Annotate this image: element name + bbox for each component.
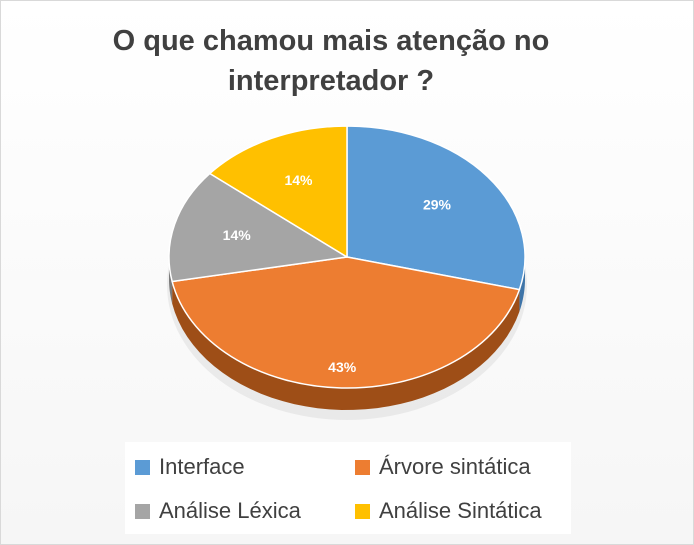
data-label-analise-sintatica: 14% — [284, 172, 313, 188]
legend-label-analise-lexica: Análise Léxica — [159, 498, 301, 523]
pie-side-interface — [519, 257, 525, 312]
pie-slice-arvore-sintatica — [171, 256, 521, 389]
pie-slice-interface — [346, 125, 526, 291]
legend-label-arvore-sintatica: Árvore sintática — [379, 454, 531, 479]
chart-legend: Interface Árvore sintática Análise Léxic… — [125, 442, 571, 534]
pie-slice-analise-sintatica — [209, 125, 348, 258]
data-label-analise-lexica: 14% — [223, 227, 252, 243]
legend-label-analise-sintatica: Análise Sintática — [379, 498, 542, 523]
pie-chart: 29% 43% 14% 14% — [167, 125, 527, 420]
legend-swatch-analise-sintatica — [355, 503, 370, 519]
data-label-interface: 29% — [423, 196, 452, 212]
pie-side-analise-lexica — [169, 257, 173, 304]
legend-item-interface: Interface — [135, 454, 245, 480]
pie-slice-analise-lexica — [168, 172, 348, 283]
pie-side-arvore-sintatica — [172, 281, 520, 410]
legend-swatch-interface — [135, 459, 150, 475]
legend-item-arvore-sintatica: Árvore sintática — [355, 454, 531, 480]
data-label-arvore-sintatica: 43% — [328, 359, 357, 375]
legend-item-analise-sintatica: Análise Sintática — [355, 498, 542, 524]
legend-item-analise-lexica: Análise Léxica — [135, 498, 301, 524]
legend-label-interface: Interface — [159, 454, 245, 479]
legend-swatch-arvore-sintatica — [355, 459, 370, 475]
chart-title: O que chamou mais atenção no interpretad… — [112, 25, 550, 97]
legend-swatch-analise-lexica — [135, 503, 150, 519]
